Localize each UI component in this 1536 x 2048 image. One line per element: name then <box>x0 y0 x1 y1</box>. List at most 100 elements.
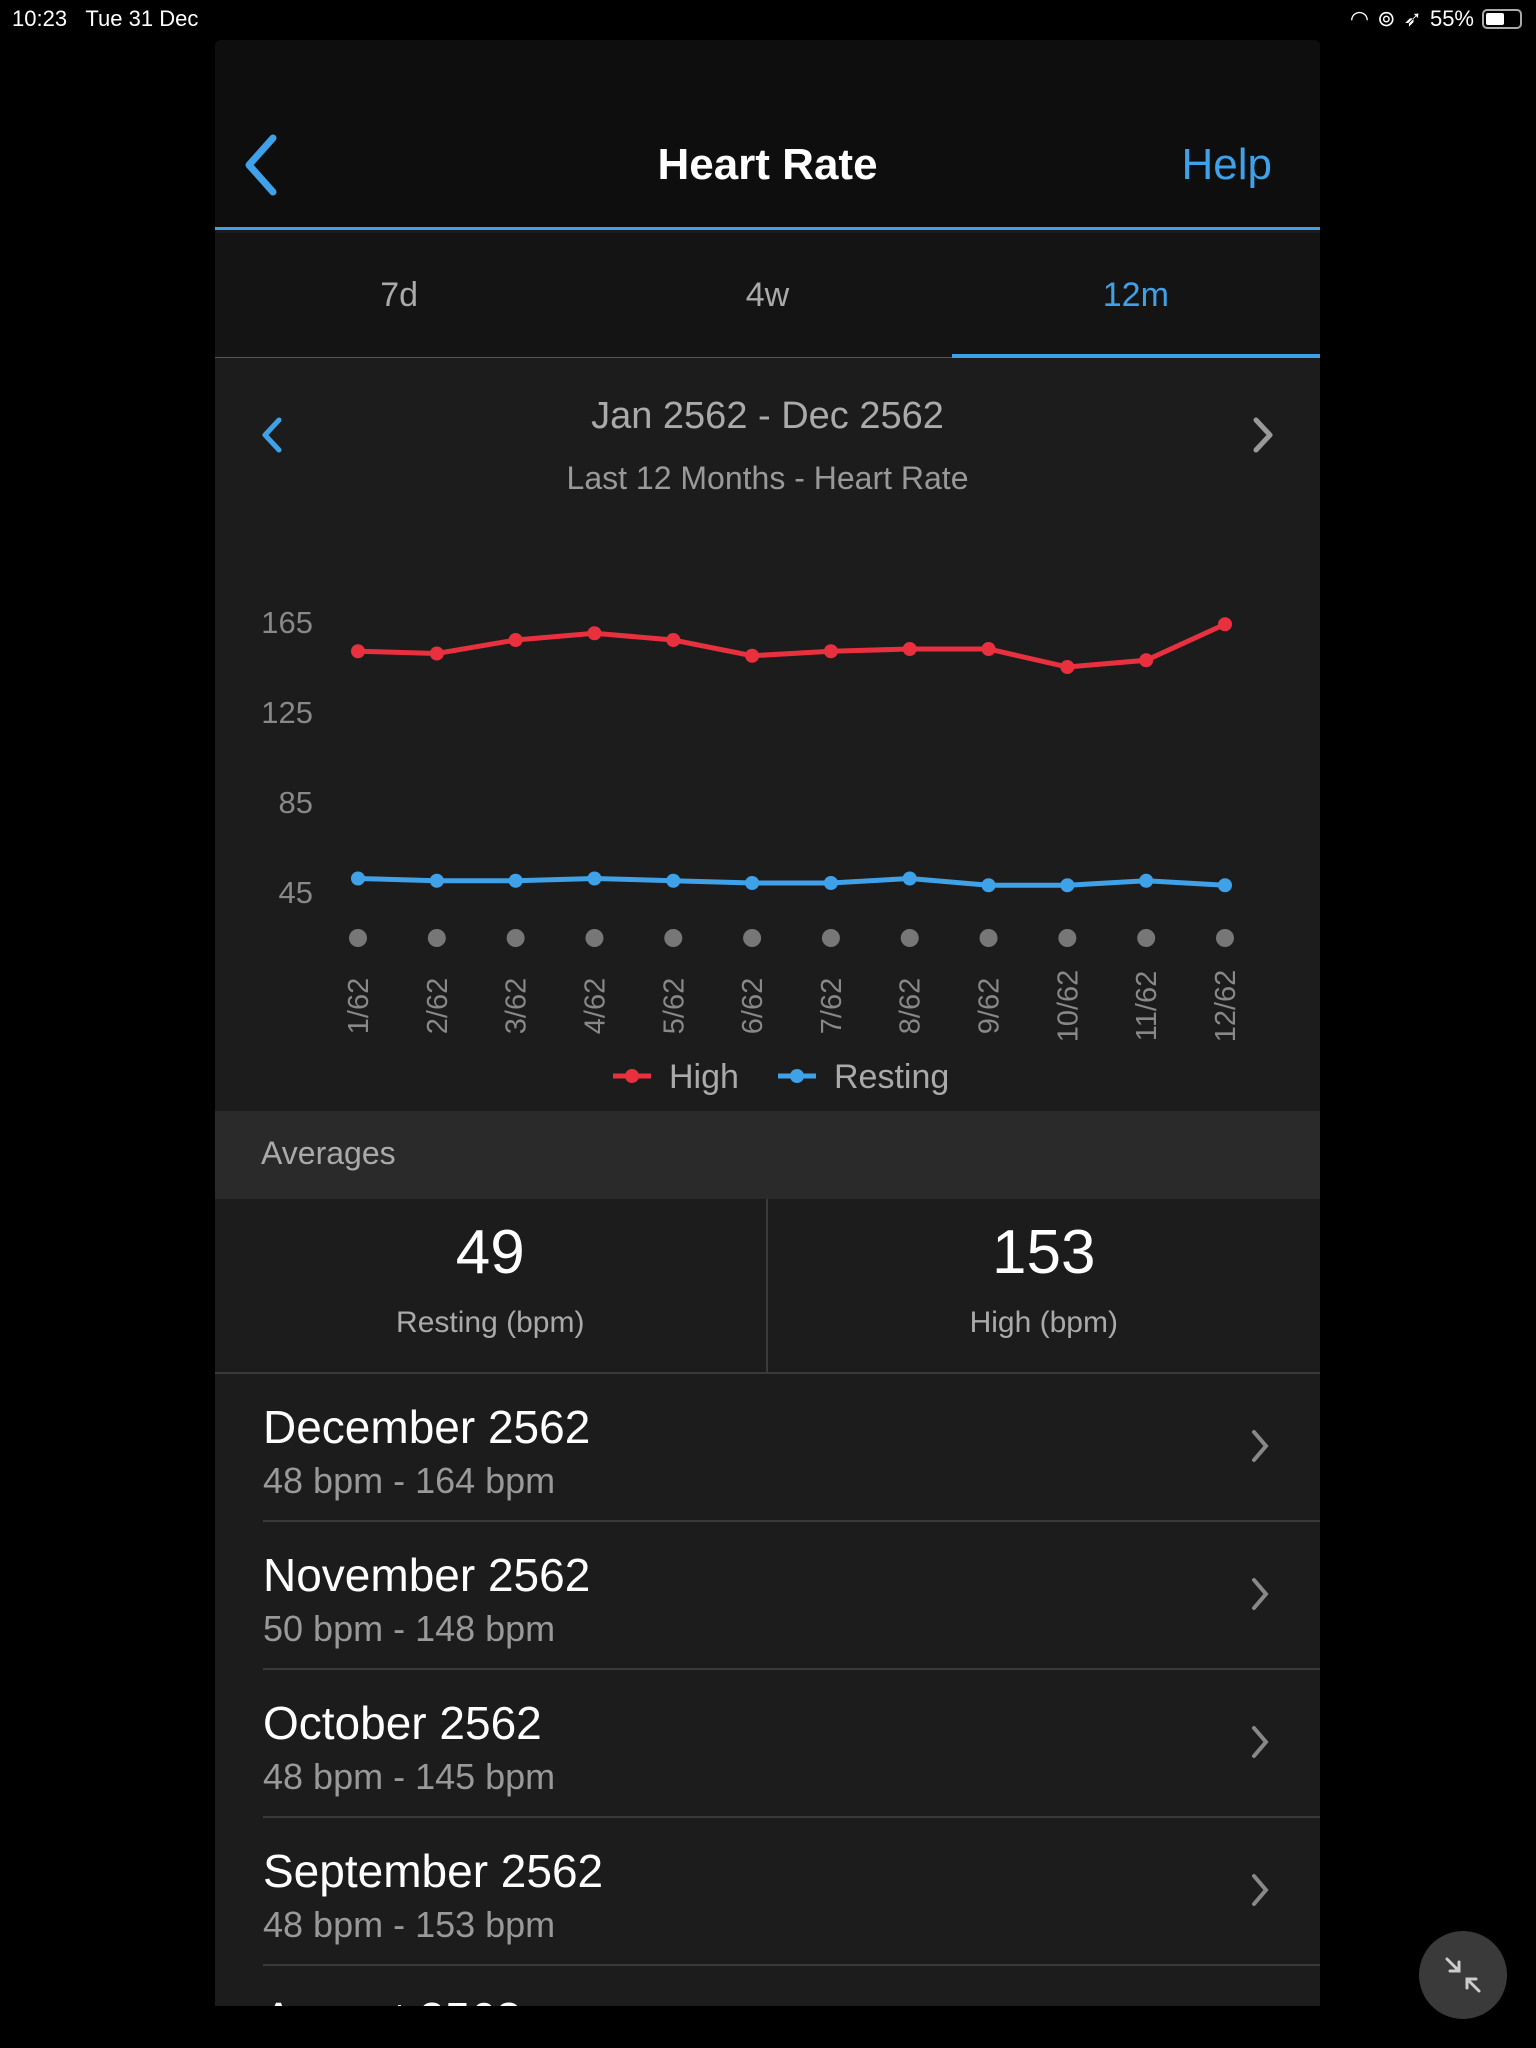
data-point-high <box>823 644 838 659</box>
data-point-resting <box>666 873 681 888</box>
data-point-high <box>745 648 760 663</box>
x-tick-label: 7/62 <box>816 978 848 1034</box>
data-point-resting <box>508 873 523 888</box>
data-point-high <box>666 633 681 647</box>
x-tick-label: 3/62 <box>501 978 533 1034</box>
month-row[interactable]: December 2562 48 bpm - 164 bpm <box>263 1374 1320 1522</box>
date: Tue 31 Dec <box>85 6 199 31</box>
data-point-high <box>1139 653 1154 668</box>
x-marker-dot <box>427 929 446 947</box>
date-range-nav: Jan 2562 - Dec 2562 Last 12 Months - Hea… <box>215 395 1320 497</box>
help-button[interactable]: Help <box>1181 140 1273 189</box>
avg-high-label: High (bpm) <box>969 1306 1118 1339</box>
data-point-high <box>351 644 365 659</box>
month-title: November 2562 <box>263 1549 591 1601</box>
legend-label: Resting <box>834 1058 949 1096</box>
data-point-high <box>1218 617 1232 632</box>
data-point-resting <box>902 871 917 886</box>
month-row[interactable]: August 2562 <box>263 1966 1320 2006</box>
data-point-resting <box>981 878 996 893</box>
month-title: December 2562 <box>263 1401 591 1453</box>
y-tick-label: 85 <box>279 785 313 820</box>
legend-dot <box>625 1069 639 1083</box>
month-range: 48 bpm - 153 bpm <box>263 1904 556 1945</box>
x-marker-dot <box>349 929 367 947</box>
tab-7d[interactable]: 7d <box>380 276 419 314</box>
legend-label: High <box>669 1058 739 1096</box>
avg-resting: 49 Resting (bpm) <box>215 1199 768 1374</box>
heart-rate-chart: 165 125 85 45 1/62 2/62 3/62 4/62 5/62 6/62 7/62 8/… <box>261 605 1242 1096</box>
x-tick-label: 4/62 <box>579 978 611 1034</box>
avg-high-value: 153 <box>992 1218 1096 1287</box>
data-point-high <box>981 642 996 656</box>
status-time: 10:23 Tue 31 Dec <box>12 6 198 32</box>
month-range: 48 bpm - 145 bpm <box>263 1756 556 1797</box>
data-point-resting <box>1218 878 1232 893</box>
data-point-resting <box>745 876 760 890</box>
x-marker-dot <box>1058 929 1077 947</box>
x-marker-dot <box>585 929 604 947</box>
y-tick-label: 45 <box>279 875 313 910</box>
data-point-high <box>902 642 917 656</box>
exit-fullscreen-button[interactable] <box>1419 1931 1507 2019</box>
x-marker-dot <box>664 929 683 947</box>
previous-period-button[interactable] <box>257 415 287 455</box>
month-row[interactable]: October 2562 48 bpm - 145 bpm <box>263 1670 1320 1818</box>
data-point-resting <box>429 873 444 888</box>
y-tick-label: 165 <box>261 605 313 640</box>
battery-icon <box>1482 9 1522 29</box>
x-marker-dot <box>900 929 919 947</box>
month-title: September 2562 <box>263 1845 604 1897</box>
tab-4w[interactable]: 4w <box>745 276 790 314</box>
x-marker-dot <box>979 929 998 947</box>
data-point-resting <box>351 871 365 886</box>
back-button[interactable] <box>237 130 287 200</box>
time: 10:23 <box>12 6 68 31</box>
data-point-high <box>587 626 602 641</box>
data-point-high <box>429 646 444 661</box>
chevron-right-icon <box>1252 1578 1269 1610</box>
x-marker-dot <box>743 929 762 947</box>
location-icon: ➶ <box>1403 6 1422 31</box>
chevron-right-icon <box>1252 1430 1269 1462</box>
avg-resting-label: Resting (bpm) <box>396 1306 585 1339</box>
x-marker-dot <box>821 929 840 947</box>
data-point-high <box>508 633 523 647</box>
battery-percent: 55% <box>1429 6 1474 31</box>
tab-12m[interactable]: 12m <box>951 233 1320 358</box>
orientation-lock-icon: ⊚ <box>1377 6 1396 31</box>
chart-subtitle: Last 12 Months - Heart Rate <box>566 460 969 496</box>
data-point-resting <box>1139 873 1154 888</box>
next-period-button[interactable] <box>1248 415 1278 455</box>
x-tick-label: 8/62 <box>895 978 927 1034</box>
date-range: Jan 2562 - Dec 2562 <box>591 395 944 437</box>
period-tabs: 7d 4w 12m <box>215 233 1320 358</box>
month-row[interactable]: November 2562 50 bpm - 148 bpm <box>263 1522 1320 1670</box>
y-tick-label: 125 <box>261 695 313 730</box>
x-tick-label: 9/62 <box>974 978 1006 1034</box>
month-range: 50 bpm - 148 bpm <box>263 1608 556 1649</box>
heart-rate-panel: Heart Rate Help 7d 4w 12m Jan 2562 - Dec… <box>215 40 1320 2006</box>
x-marker-dot <box>1216 929 1234 947</box>
month-title: August 2562 <box>263 1992 521 2006</box>
data-point-resting <box>1060 878 1075 893</box>
x-marker-dot <box>506 929 525 947</box>
page-title: Heart Rate <box>657 140 878 189</box>
data-point-resting <box>823 876 838 890</box>
averages-heading: Averages <box>215 1111 1320 1199</box>
data-point-high <box>1060 660 1075 674</box>
legend-dot <box>790 1069 804 1083</box>
x-tick-label: 6/62 <box>737 978 769 1034</box>
month-title: October 2562 <box>263 1697 542 1749</box>
status-bar: 10:23 Tue 31 Dec ◠ ⊚ ➶ 55% <box>0 0 1536 38</box>
chevron-right-icon <box>1252 1874 1269 1906</box>
x-tick-label: 5/62 <box>658 978 690 1034</box>
avg-resting-value: 49 <box>455 1218 525 1287</box>
avg-high: 153 High (bpm) <box>767 1199 1320 1374</box>
series-line-high <box>357 621 1227 670</box>
x-tick-label: 12/62 <box>1210 970 1242 1043</box>
x-tick-label: 1/62 <box>343 978 375 1034</box>
series-line-resting <box>357 875 1226 888</box>
x-tick-label: 10/62 <box>1052 970 1084 1043</box>
month-row[interactable]: September 2562 48 bpm - 153 bpm <box>263 1818 1320 1966</box>
